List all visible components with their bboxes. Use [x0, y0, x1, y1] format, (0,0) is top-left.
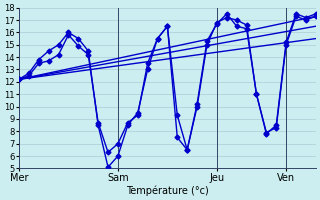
- X-axis label: Température (°c): Température (°c): [126, 185, 209, 196]
